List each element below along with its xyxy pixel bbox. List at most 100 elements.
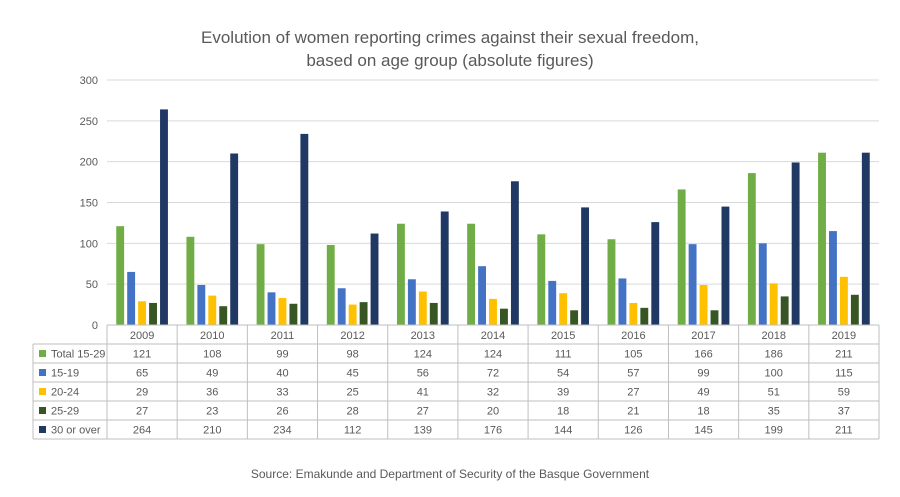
data-label: 49 <box>697 387 709 399</box>
bar <box>418 291 427 325</box>
legend-label: 30 or over <box>51 425 101 437</box>
data-label: 72 <box>487 368 499 380</box>
data-label: 56 <box>417 368 429 380</box>
legend-swatch <box>39 426 46 433</box>
bar <box>467 223 476 325</box>
bar <box>407 279 416 325</box>
legend-swatch <box>39 407 46 414</box>
data-label: 27 <box>627 387 639 399</box>
data-label: 186 <box>765 349 783 361</box>
data-label: 41 <box>417 387 429 399</box>
bar <box>510 181 519 325</box>
y-tick-label: 100 <box>80 238 98 250</box>
x-category-label: 2016 <box>621 330 645 342</box>
data-label: 210 <box>203 425 221 437</box>
bar <box>548 280 557 325</box>
data-label: 145 <box>694 425 712 437</box>
bar <box>699 284 708 325</box>
legend-label: 15-19 <box>51 368 79 380</box>
data-label: 211 <box>835 349 853 361</box>
data-label: 105 <box>624 349 642 361</box>
data-label: 26 <box>276 406 288 418</box>
bar <box>429 302 438 325</box>
y-tick-label: 50 <box>86 279 98 291</box>
legend-label: 25-29 <box>51 406 79 418</box>
bar <box>850 294 859 325</box>
bar <box>758 243 767 325</box>
bar <box>500 308 508 325</box>
x-category-label: 2012 <box>340 330 364 342</box>
x-category-label: 2009 <box>130 330 154 342</box>
bar <box>396 223 405 325</box>
data-label: 49 <box>206 368 218 380</box>
bar <box>478 266 486 325</box>
bar <box>581 207 590 325</box>
data-label: 98 <box>347 349 359 361</box>
bar <box>618 278 627 325</box>
data-label: 121 <box>133 349 151 361</box>
bar <box>570 310 579 325</box>
data-label: 27 <box>136 406 148 418</box>
bar <box>138 301 147 325</box>
data-label: 112 <box>344 425 362 437</box>
bar <box>861 152 870 325</box>
bar <box>559 293 568 325</box>
data-label: 126 <box>624 425 642 437</box>
bar <box>278 298 287 325</box>
bar <box>160 109 168 326</box>
data-label: 139 <box>414 425 432 437</box>
x-category-label: 2019 <box>832 330 856 342</box>
bar <box>791 162 800 325</box>
bar <box>640 307 649 325</box>
data-label: 36 <box>206 387 218 399</box>
bar <box>677 189 686 325</box>
data-label: 40 <box>276 368 288 380</box>
data-label: 211 <box>835 425 853 437</box>
data-label: 111 <box>555 349 572 361</box>
data-label: 29 <box>136 387 148 399</box>
bar <box>747 173 756 325</box>
y-tick-label: 300 <box>80 75 98 87</box>
data-label: 35 <box>768 406 780 418</box>
bar <box>127 271 136 325</box>
data-label: 32 <box>487 387 499 399</box>
bar <box>537 234 546 325</box>
bar <box>629 302 638 325</box>
chart-title: Evolution of women reporting crimes agai… <box>0 26 900 72</box>
bars <box>116 109 870 326</box>
data-label: 28 <box>347 406 359 418</box>
data-label: 27 <box>417 406 429 418</box>
data-label: 99 <box>276 349 288 361</box>
data-label: 264 <box>133 425 151 437</box>
bar <box>489 298 497 325</box>
bar <box>219 306 228 325</box>
data-label: 176 <box>484 425 502 437</box>
data-label: 18 <box>557 406 569 418</box>
data-label: 59 <box>838 387 850 399</box>
data-label: 45 <box>347 368 359 380</box>
legend-swatch <box>39 350 46 357</box>
data-label: 199 <box>765 425 783 437</box>
data-label: 124 <box>484 349 502 361</box>
bar <box>289 303 298 325</box>
bar <box>230 153 239 325</box>
data-label: 33 <box>276 387 288 399</box>
bar <box>651 222 660 325</box>
bar <box>829 231 837 325</box>
data-table: 2009 2010 2011 2012 2013 2014 2015 2016 2017 2018… <box>32 324 880 440</box>
data-label: 234 <box>273 425 291 437</box>
data-label: 99 <box>697 368 709 380</box>
x-category-label: 2014 <box>481 330 505 342</box>
x-category-label: 2017 <box>691 330 715 342</box>
data-label: 18 <box>697 406 709 418</box>
x-category-label: 2011 <box>271 330 295 342</box>
data-label: 124 <box>414 349 432 361</box>
chart-title-line-1: Evolution of women reporting crimes agai… <box>201 28 699 47</box>
data-label: 39 <box>557 387 569 399</box>
bar <box>326 244 335 325</box>
bar <box>256 244 265 325</box>
y-axis: 0 50 100 150 200 250 300 <box>80 75 98 332</box>
bar <box>688 244 697 325</box>
bar <box>839 276 848 325</box>
